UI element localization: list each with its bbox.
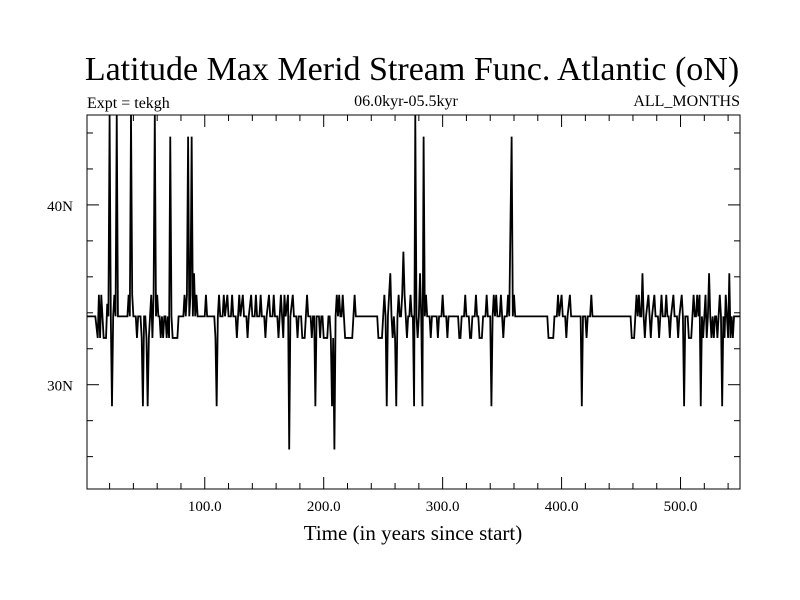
x-tick-label: 400.0: [545, 499, 579, 515]
subtitle-left: Expt = tekgh: [87, 95, 170, 112]
series-line: [87, 114, 740, 450]
x-tick-label: 500.0: [664, 499, 698, 515]
axis-ticks: [87, 115, 740, 489]
x-axis-label: Time (in years since start): [304, 521, 523, 545]
axis-tick-labels: 100.0 200.0 300.0 400.0 500.0 30N 40N: [47, 199, 697, 515]
x-tick-label: 100.0: [188, 499, 222, 515]
subtitle-center: 06.0kyr-05.5kyr: [354, 93, 458, 110]
plot-frame: [86, 114, 741, 490]
y-tick-label: 40N: [47, 199, 73, 215]
chart-title: Latitude Max Merid Stream Func. Atlantic…: [85, 51, 739, 88]
y-tick-label: 30N: [47, 379, 73, 395]
subtitle-right: ALL_MONTHS: [633, 93, 740, 110]
x-tick-label: 200.0: [307, 499, 341, 515]
x-tick-label: 300.0: [426, 499, 460, 515]
